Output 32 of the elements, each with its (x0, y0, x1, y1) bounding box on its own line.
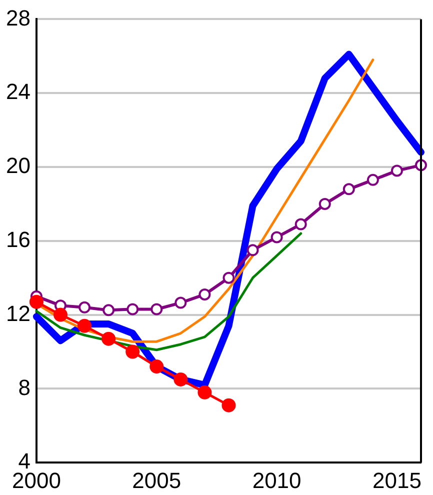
x-tick-label: 2010 (252, 468, 302, 493)
point (78, 301, 91, 314)
point (78, 318, 92, 333)
point (366, 174, 379, 186)
y-tick-label: 28 (6, 5, 30, 30)
point (126, 344, 140, 359)
point (150, 303, 163, 316)
point (198, 385, 212, 400)
point (174, 372, 188, 386)
y-tick-label: 20 (6, 153, 30, 178)
point (126, 303, 139, 316)
point (198, 288, 211, 300)
y-tick-label: 16 (6, 226, 30, 252)
x-tick-label: 2015 (372, 468, 422, 493)
point (294, 218, 307, 230)
point (390, 164, 403, 177)
y-tick-label: 8 (18, 374, 30, 400)
point (318, 198, 331, 210)
point (246, 244, 259, 256)
point (222, 272, 235, 284)
point (270, 231, 283, 244)
point (29, 294, 44, 309)
point (102, 304, 115, 316)
point (150, 360, 164, 374)
y-tick-label: 12 (6, 300, 30, 326)
point (54, 308, 68, 322)
point (102, 332, 116, 346)
y-tick-label: 24 (6, 79, 30, 104)
point (342, 183, 355, 196)
point (222, 398, 236, 412)
x-tick-label: 2005 (132, 468, 182, 493)
point (174, 296, 187, 309)
